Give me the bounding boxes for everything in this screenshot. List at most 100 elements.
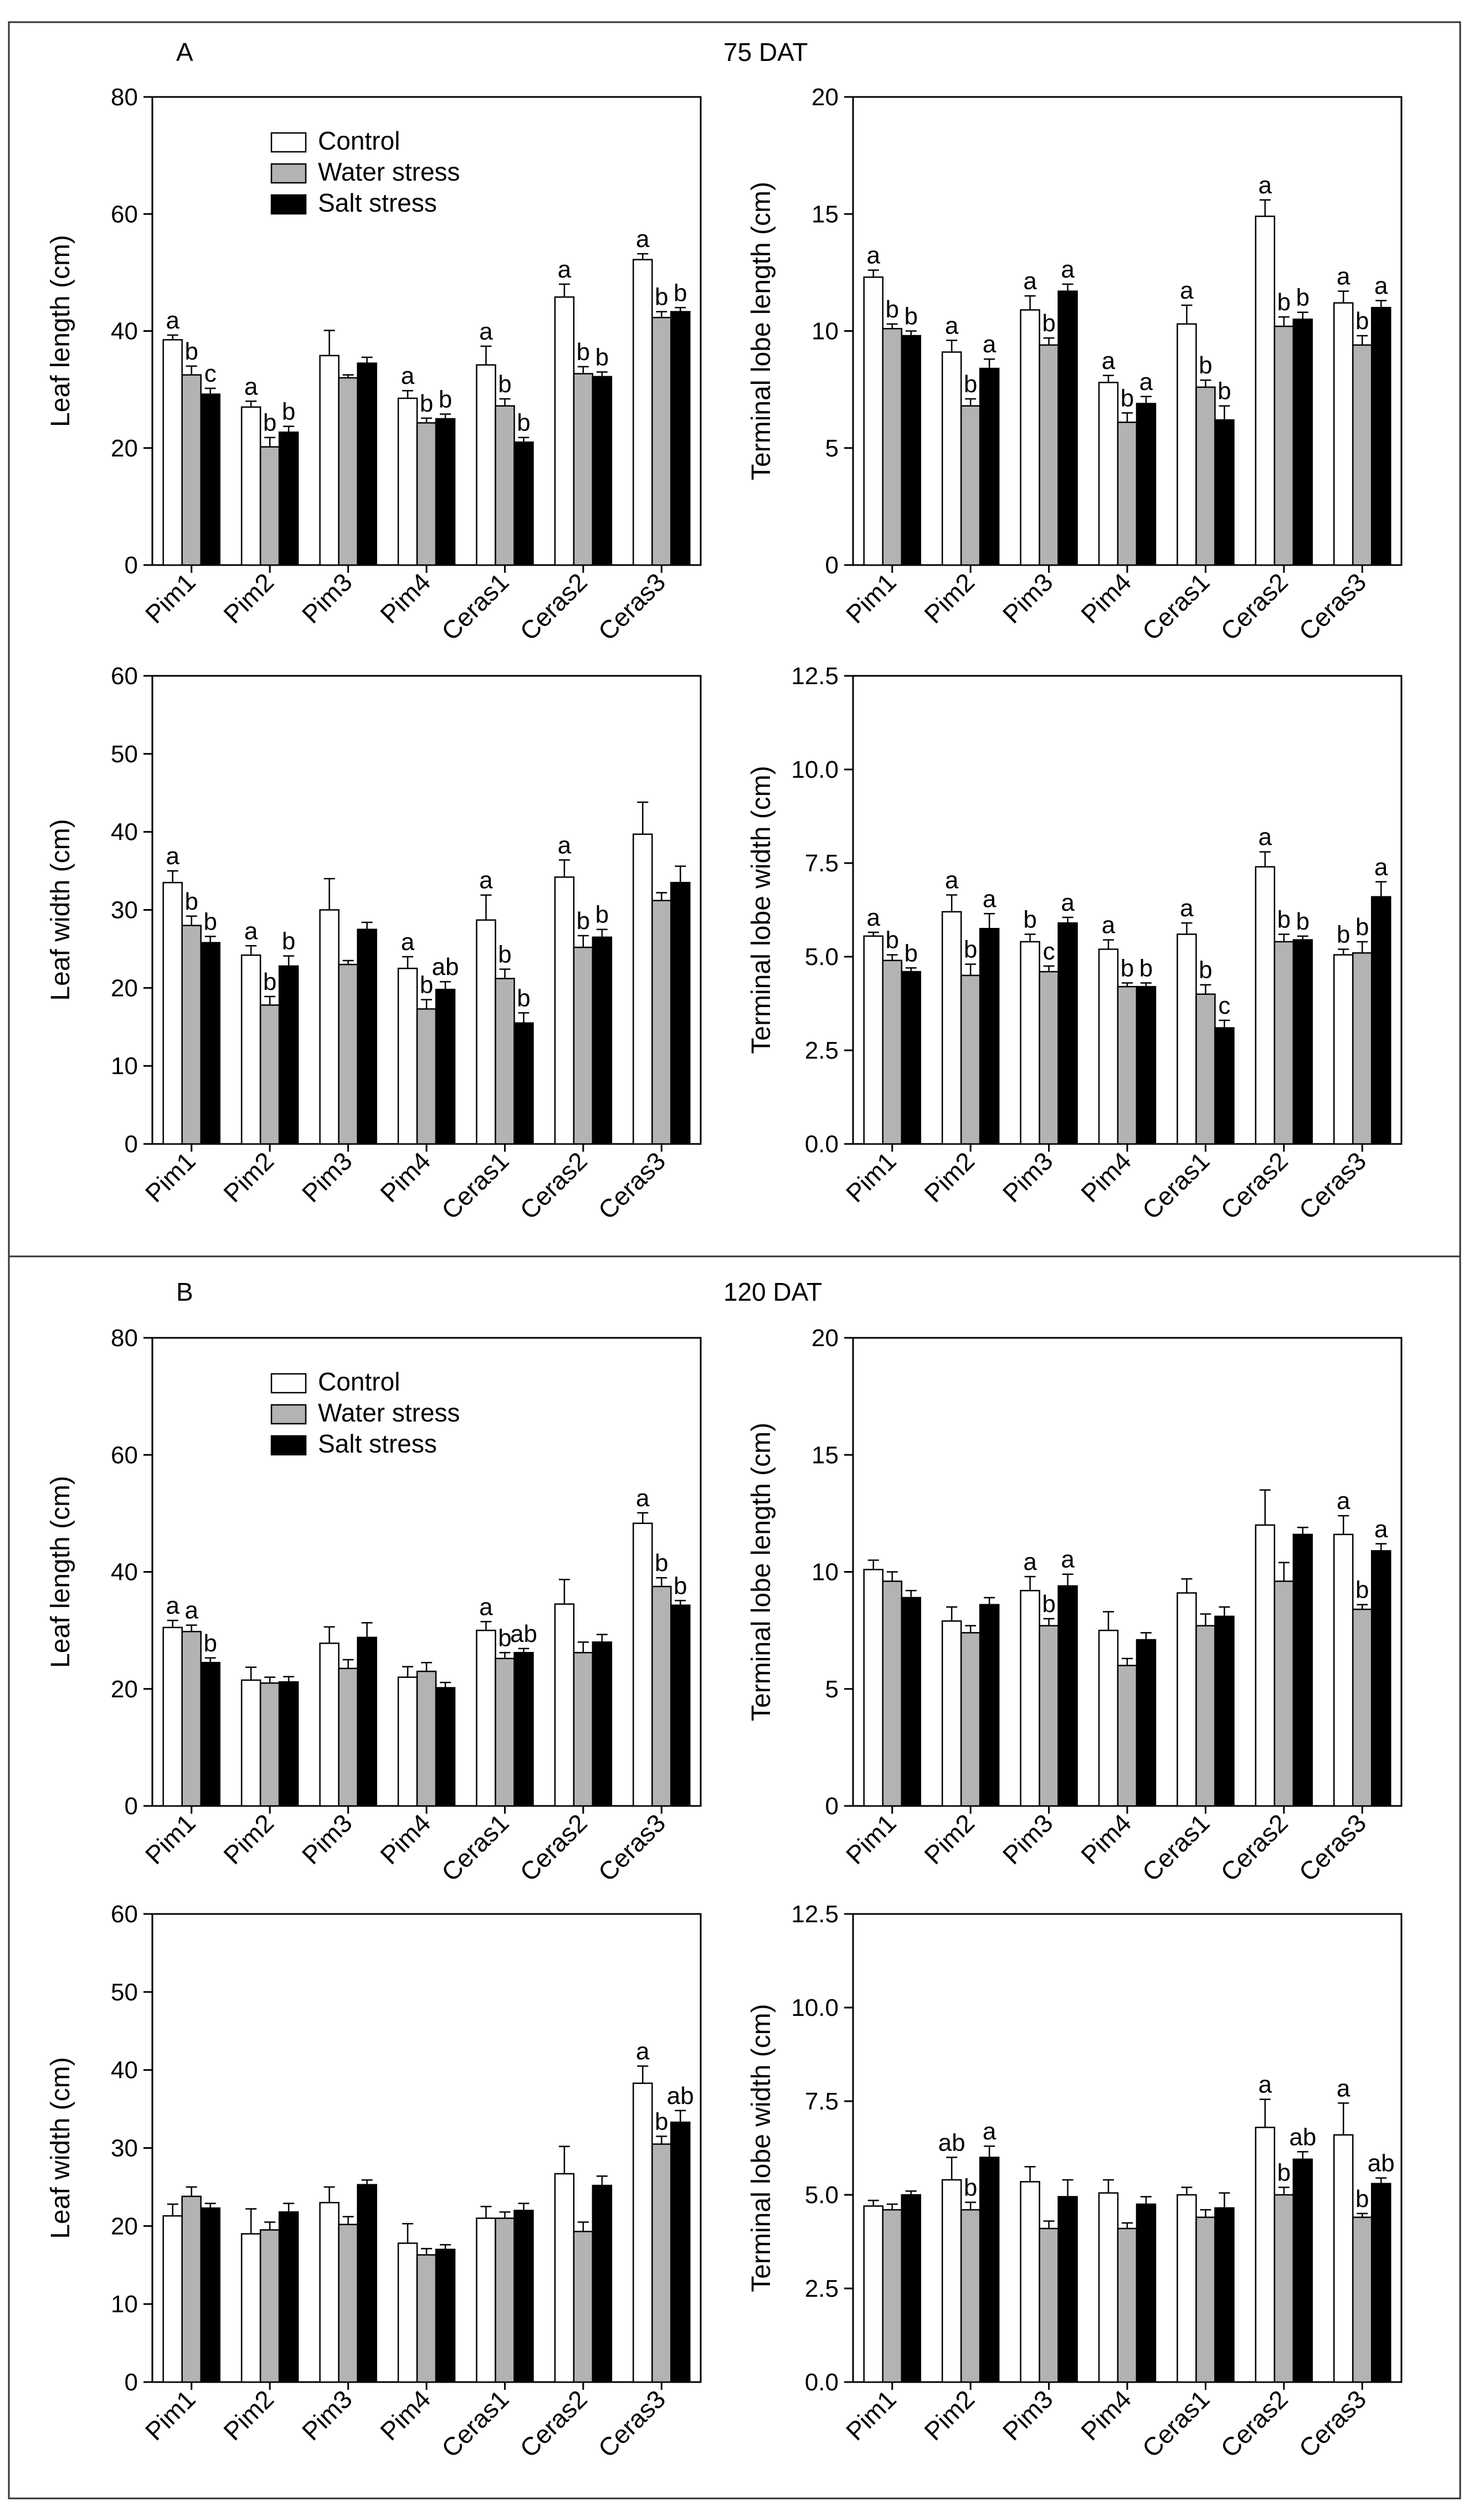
bar-salt-stress — [1136, 986, 1157, 1145]
y-tick-label: 10 — [111, 2291, 138, 2318]
bar-control — [1255, 215, 1276, 566]
significance-letter: b — [1218, 378, 1231, 405]
bar-salt-stress — [278, 965, 299, 1145]
significance-letter: a — [479, 318, 493, 345]
y-axis-title: Terminal lobe width (cm) — [747, 766, 776, 1054]
bar-control — [863, 935, 884, 1145]
bar-salt-stress — [278, 1681, 299, 1807]
bar-water-stress — [1273, 325, 1295, 566]
significance-letter: b — [1121, 384, 1134, 412]
significance-letter: b — [517, 409, 530, 437]
bar-control — [1333, 302, 1354, 566]
significance-letter: b — [1199, 957, 1212, 984]
significance-letter: b — [1277, 906, 1291, 933]
bar-salt-stress — [979, 2157, 1000, 2383]
y-tick-label: 60 — [111, 663, 138, 690]
bar-control — [863, 1569, 884, 1807]
panel-a-label: 75 DAT — [723, 38, 808, 66]
significance-letter: ab — [510, 1620, 537, 1648]
legend-label: Water stress — [318, 157, 460, 186]
significance-letter: c — [204, 360, 217, 387]
bar-salt-stress — [979, 367, 1000, 566]
significance-letter: a — [1102, 347, 1116, 374]
significance-letter: a — [1259, 172, 1272, 199]
y-tick-label: 40 — [111, 819, 138, 846]
significance-letter: a — [1102, 912, 1116, 939]
significance-letter: a — [1374, 273, 1388, 300]
y-tick-label: 5 — [825, 435, 839, 462]
bar-water-stress — [338, 1667, 358, 1807]
y-tick-label: 10 — [811, 1559, 839, 1586]
legend-label: Salt stress — [318, 1429, 437, 1458]
significance-letter: b — [655, 284, 668, 311]
bar-water-stress — [338, 963, 358, 1145]
significance-letter: ab — [432, 953, 459, 981]
bar-water-stress — [1195, 993, 1216, 1145]
y-tick-label: 40 — [111, 1559, 138, 1586]
bar-control — [319, 2201, 340, 2383]
bar-salt-stress — [1057, 2196, 1078, 2383]
y-tick-label: 50 — [111, 741, 138, 768]
y-tick-label: 0 — [825, 1793, 839, 1820]
bar-control — [863, 2205, 884, 2383]
significance-letter: a — [1180, 277, 1194, 304]
significance-letter: b — [282, 398, 295, 425]
bar-control — [319, 355, 340, 566]
bar-salt-stress — [200, 942, 220, 1145]
bar-control — [1020, 1590, 1040, 1807]
bar-salt-stress — [357, 1636, 377, 1807]
significance-letter: b — [203, 1630, 217, 1657]
significance-letter: a — [1337, 2075, 1350, 2102]
significance-letter: b — [1355, 307, 1369, 335]
y-tick-label: 80 — [111, 1325, 138, 1352]
bar-salt-stress — [1214, 419, 1235, 566]
significance-letter: ab — [667, 2082, 694, 2110]
bar-control — [1020, 941, 1040, 1145]
bar-control — [319, 1643, 340, 1807]
y-tick-label: 10.0 — [791, 756, 839, 783]
significance-letter: a — [1023, 1548, 1037, 1575]
significance-letter: a — [1061, 256, 1075, 283]
bar-water-stress — [651, 2143, 672, 2383]
bar-salt-stress — [357, 2184, 377, 2383]
bar-control — [1333, 2134, 1354, 2383]
y-tick-label: 0 — [125, 1793, 138, 1820]
significance-letter: b — [420, 390, 433, 417]
y-tick-label: 10 — [111, 1053, 138, 1080]
bar-control — [1255, 866, 1276, 1145]
bar-control — [633, 833, 653, 1145]
significance-letter: a — [636, 2038, 650, 2065]
significance-letter: a — [401, 362, 415, 389]
bar-control — [554, 296, 575, 566]
significance-letter: a — [184, 1597, 198, 1624]
significance-letter: b — [439, 386, 452, 413]
significance-letter: a — [1374, 854, 1388, 881]
significance-letter: b — [1139, 954, 1153, 982]
significance-letter: b — [964, 936, 977, 963]
bar-salt-stress — [435, 418, 456, 566]
significance-letter: ab — [938, 2129, 965, 2156]
legend-swatch — [270, 1373, 307, 1394]
bar-control — [397, 397, 418, 566]
bar-water-stress — [573, 2230, 594, 2383]
significance-letter: b — [904, 940, 917, 967]
significance-letter: b — [964, 371, 977, 398]
legend-label: Control — [318, 126, 400, 155]
y-tick-label: 5.0 — [805, 943, 839, 971]
bar-water-stress — [1352, 2216, 1373, 2383]
significance-letter: a — [166, 307, 179, 334]
significance-letter: a — [558, 256, 572, 283]
bar-control — [162, 1626, 183, 1807]
bar-control — [162, 339, 183, 566]
bar-salt-stress — [1292, 2158, 1313, 2383]
y-tick-label: 40 — [111, 2057, 138, 2084]
significance-letter: b — [498, 371, 511, 398]
y-axis-title: Leaf length (cm) — [46, 1476, 75, 1668]
bar-salt-stress — [1057, 1585, 1078, 1807]
significance-letter: a — [945, 866, 959, 894]
